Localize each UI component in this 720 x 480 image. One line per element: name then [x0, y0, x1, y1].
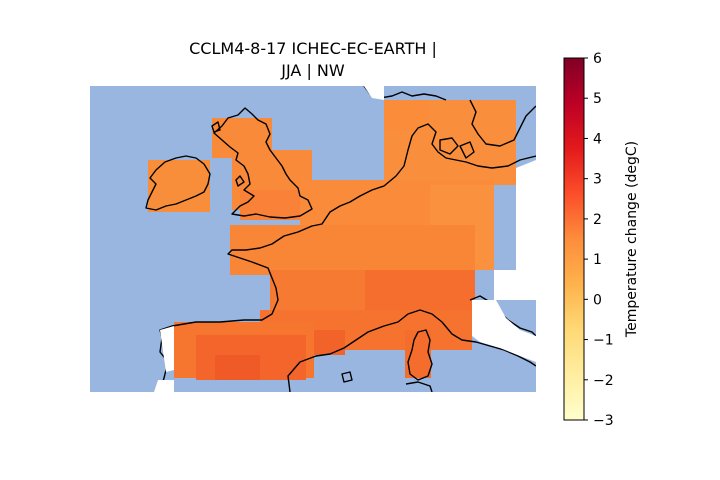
colorbar-tick-label: 2 — [593, 212, 602, 228]
colorbar-label: Temperature change (degC) — [624, 141, 640, 338]
coastline-islands — [341, 371, 353, 383]
colorbar-gradient — [563, 57, 585, 421]
outside-domain-spain — [154, 380, 174, 392]
outside-domain-east — [494, 160, 536, 300]
grid-cell — [148, 160, 210, 212]
map-area — [90, 86, 536, 392]
colorbar-tick-label: 5 — [593, 91, 602, 107]
colorbar-tick-label: −3 — [593, 413, 614, 429]
coastline-continent — [159, 123, 536, 392]
temperature-grid — [148, 100, 516, 380]
coastline-great-britain — [213, 107, 313, 219]
grid-cell — [384, 100, 428, 130]
colorbar-tick-label: 0 — [593, 292, 602, 308]
coastline-islands — [211, 121, 221, 133]
colorbar-tick-label: −2 — [593, 373, 614, 389]
outside-domain — [154, 86, 536, 392]
coastline-sweden — [469, 99, 536, 147]
coastline-sardinia — [405, 381, 433, 392]
grid-cell — [215, 355, 260, 380]
grid-cell — [230, 225, 475, 275]
outside-domain-norway — [364, 86, 384, 100]
colorbar-tick-label: 1 — [593, 252, 602, 268]
coastline-danish-islands — [459, 141, 475, 159]
colorbar-tick-label: −1 — [593, 333, 614, 349]
map-title-line-2: JJA | NW — [280, 61, 345, 80]
colorbar-tick-label: 6 — [593, 51, 602, 67]
coastline-danish-islands — [439, 137, 459, 155]
coastline-ireland — [145, 155, 211, 211]
colorbar-ticks: 6 5 4 3 2 1 0 −1 −2 −3 — [584, 51, 614, 429]
colorbar-tick-label: 4 — [593, 131, 602, 147]
colorbar: 6 5 4 3 2 1 0 −1 −2 −3 Temperature change (degC) — [563, 51, 640, 429]
colorbar-tick-label: 3 — [593, 172, 602, 188]
grid-cell — [365, 270, 475, 315]
map-title-line-1: CCLM4-8-17 ICHEC-EC-EARTH | — [189, 39, 437, 58]
coastline-islands — [235, 175, 245, 187]
coastline-corsica — [407, 329, 433, 381]
coastline-mediterranean — [287, 309, 536, 392]
outside-domain-italy — [472, 300, 536, 362]
outside-domain-iberia-west — [160, 326, 174, 372]
